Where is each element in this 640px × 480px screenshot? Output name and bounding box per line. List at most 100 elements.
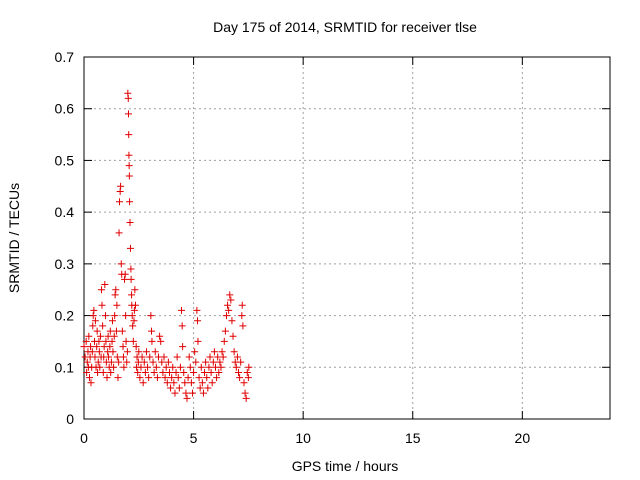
data-point	[125, 151, 133, 159]
data-point	[158, 358, 166, 366]
data-point	[94, 358, 102, 366]
data-point	[227, 296, 235, 304]
data-point	[175, 384, 183, 392]
y-tick-label: 0.3	[55, 256, 75, 272]
data-point	[225, 306, 233, 314]
data-point	[174, 374, 182, 382]
data-point	[109, 348, 117, 356]
data-point	[114, 374, 122, 382]
data-point	[173, 353, 181, 361]
data-point	[206, 353, 214, 361]
data-point	[83, 358, 91, 366]
data-point	[103, 374, 111, 382]
data-point	[118, 327, 126, 335]
data-point	[123, 358, 131, 366]
data-point	[208, 379, 216, 387]
data-point	[89, 322, 97, 330]
data-point	[183, 394, 191, 402]
data-point	[93, 327, 101, 335]
data-point	[199, 389, 207, 397]
data-point	[156, 332, 164, 340]
data-point	[106, 343, 114, 351]
data-point	[96, 332, 104, 340]
data-point	[241, 389, 249, 397]
data-point	[235, 368, 243, 376]
data-point	[126, 218, 134, 226]
data-point	[99, 322, 107, 330]
chart-title: Day 175 of 2014, SRMTID for receiver tls…	[213, 19, 477, 35]
data-point	[98, 286, 106, 294]
plot-frame	[83, 56, 611, 420]
data-point	[147, 312, 155, 320]
data-point	[194, 317, 202, 325]
data-point	[132, 301, 140, 309]
data-point	[130, 306, 138, 314]
data-point	[127, 275, 135, 283]
data-point	[99, 368, 107, 376]
data-point	[116, 198, 124, 206]
x-tick-label: 20	[515, 430, 531, 446]
data-point	[178, 322, 186, 330]
data-point	[171, 389, 179, 397]
data-point	[130, 317, 138, 325]
data-point	[203, 374, 211, 382]
data-point	[233, 353, 241, 361]
data-point	[146, 353, 154, 361]
data-point	[117, 182, 125, 190]
data-point	[180, 368, 188, 376]
data-point	[80, 343, 88, 351]
data-point	[104, 332, 112, 340]
data-point	[164, 358, 172, 366]
data-point	[242, 394, 250, 402]
y-axis-label: SRMTID / TECUs	[6, 183, 22, 293]
data-point	[144, 363, 152, 371]
data-point	[85, 332, 93, 340]
data-point	[113, 301, 121, 309]
data-point	[224, 301, 232, 309]
data-point	[226, 291, 234, 299]
data-point	[182, 389, 190, 397]
data-point	[210, 348, 218, 356]
data-point	[202, 358, 210, 366]
data-point	[125, 162, 133, 170]
data-point	[134, 368, 142, 376]
y-tick-label: 0.2	[55, 308, 75, 324]
data-point	[237, 358, 245, 366]
data-point	[161, 374, 169, 382]
data-point	[185, 353, 193, 361]
data-point	[190, 368, 198, 376]
data-point	[105, 353, 113, 361]
data-point	[128, 312, 136, 320]
data-point	[201, 368, 209, 376]
data-point	[101, 281, 109, 289]
data-point	[194, 337, 202, 345]
data-point	[151, 348, 159, 356]
data-point	[145, 374, 153, 382]
data-point	[215, 368, 223, 376]
data-point	[230, 348, 238, 356]
data-point	[134, 358, 142, 366]
data-point	[219, 353, 227, 361]
data-point	[216, 358, 224, 366]
data-point	[178, 306, 186, 314]
axis-ticks: 0 0.1 0.2 0.3 0.4 0.5 0.6 0.7 0 5 10 15 20	[55, 49, 610, 446]
data-point	[140, 358, 148, 366]
data-point	[85, 374, 93, 382]
data-point	[207, 368, 215, 376]
data-point	[111, 312, 119, 320]
data-point	[115, 229, 123, 237]
data-point	[153, 374, 161, 382]
data-point	[119, 343, 127, 351]
y-tick-label: 0.5	[55, 152, 75, 168]
data-point	[110, 332, 118, 340]
x-tick-label: 0	[80, 430, 88, 446]
data-point	[141, 368, 149, 376]
data-point	[181, 379, 189, 387]
data-point	[121, 270, 129, 278]
data-point	[192, 358, 200, 366]
data-point	[119, 353, 127, 361]
data-point	[239, 322, 247, 330]
data-point	[91, 317, 99, 325]
data-point	[209, 358, 217, 366]
